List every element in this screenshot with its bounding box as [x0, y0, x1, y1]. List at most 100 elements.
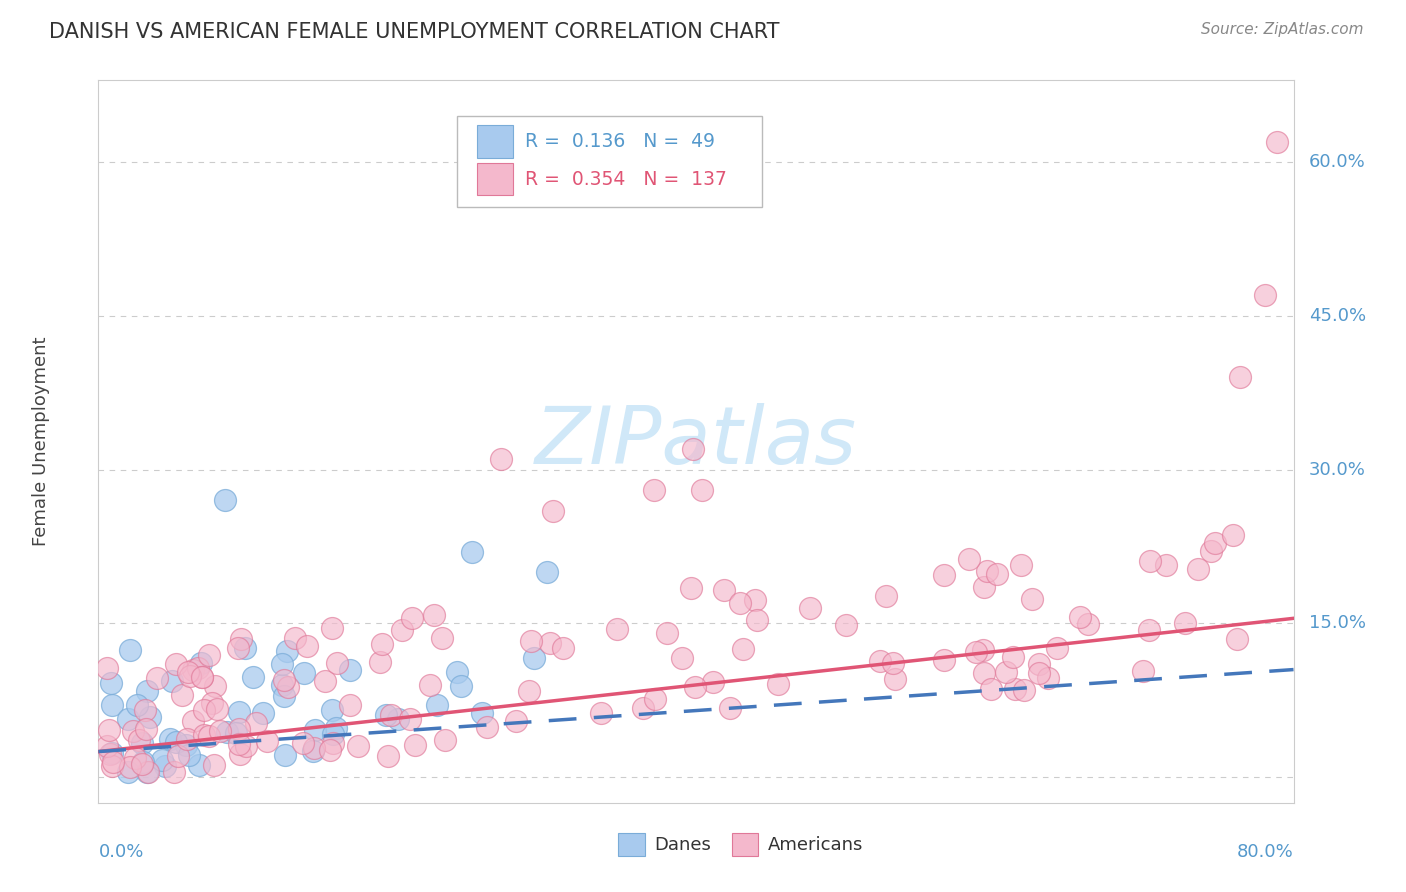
Point [273, 747, 295, 762]
Point [100, 676, 122, 690]
Point [391, 623, 413, 637]
Point [191, 670, 214, 684]
Point [166, 749, 188, 764]
Point [398, 712, 420, 726]
Text: ZIPatlas: ZIPatlas [534, 402, 858, 481]
Point [683, 680, 706, 694]
Point [986, 566, 1008, 581]
Text: DANISH VS AMERICAN FEMALE UNEMPLOYMENT CORRELATION CHART: DANISH VS AMERICAN FEMALE UNEMPLOYMENT C… [49, 22, 780, 42]
Point [165, 735, 187, 749]
Point [869, 654, 891, 668]
Point [321, 703, 343, 717]
Point [671, 651, 693, 665]
Point [434, 732, 457, 747]
Point [377, 749, 399, 764]
Point [197, 648, 219, 662]
Point [980, 682, 1002, 697]
Bar [619, 833, 644, 856]
Point [98, 723, 121, 737]
Point [446, 665, 468, 680]
Point [1174, 616, 1197, 631]
Point [1046, 641, 1069, 656]
Point [193, 727, 215, 741]
Point [882, 656, 904, 670]
Point [994, 665, 1017, 680]
Point [208, 723, 231, 738]
Point [1028, 665, 1050, 680]
Point [187, 661, 209, 675]
Point [489, 452, 512, 467]
Point [214, 493, 236, 508]
Point [201, 696, 224, 710]
Point [380, 707, 402, 722]
Point [426, 698, 449, 713]
Point [1004, 681, 1026, 696]
Point [799, 601, 821, 615]
Point [217, 725, 239, 739]
Point [1038, 671, 1060, 685]
Text: R =  0.354   N =  137: R = 0.354 N = 137 [524, 169, 727, 189]
Text: 0.0%: 0.0% [98, 843, 143, 861]
Point [321, 621, 343, 635]
Text: 80.0%: 80.0% [1237, 843, 1294, 861]
Point [170, 689, 193, 703]
Point [98, 747, 121, 761]
Text: Americans: Americans [768, 836, 863, 854]
Point [291, 736, 314, 750]
Point [728, 596, 751, 610]
Point [131, 736, 153, 750]
Text: R =  0.136   N =  49: R = 0.136 N = 49 [524, 132, 716, 152]
Point [228, 705, 250, 719]
Point [973, 665, 995, 680]
Point [190, 657, 212, 671]
Point [204, 679, 226, 693]
Point [101, 755, 124, 769]
Point [96, 660, 118, 674]
Point [505, 714, 527, 728]
Point [401, 611, 423, 625]
Point [176, 731, 198, 746]
Point [135, 723, 157, 737]
Point [202, 758, 225, 772]
Point [160, 674, 183, 689]
Point [245, 716, 267, 731]
Point [270, 677, 292, 691]
Point [155, 759, 177, 773]
Point [690, 483, 713, 498]
Point [132, 755, 155, 769]
Point [124, 751, 146, 765]
Point [731, 642, 754, 657]
Point [177, 748, 200, 763]
Point [644, 691, 666, 706]
Point [339, 663, 361, 677]
Point [965, 644, 987, 658]
Point [181, 664, 204, 678]
Point [226, 641, 249, 656]
Point [591, 706, 613, 720]
Point [304, 741, 326, 756]
Point [131, 757, 153, 772]
Point [702, 674, 724, 689]
Point [517, 684, 540, 698]
Point [163, 765, 186, 780]
Text: Danes: Danes [654, 836, 711, 854]
Point [191, 670, 214, 684]
Point [1187, 562, 1209, 576]
Text: Source: ZipAtlas.com: Source: ZipAtlas.com [1201, 22, 1364, 37]
Point [766, 677, 789, 691]
Point [150, 753, 173, 767]
Point [235, 739, 257, 754]
Point [159, 732, 181, 747]
Point [229, 632, 252, 646]
Point [284, 631, 307, 645]
Point [520, 633, 543, 648]
Point [1137, 624, 1160, 638]
Point [1021, 592, 1043, 607]
Point [127, 698, 149, 712]
Point [422, 608, 444, 623]
Point [541, 504, 564, 518]
Point [1199, 544, 1222, 558]
Point [181, 714, 204, 728]
Point [193, 703, 215, 717]
Point [477, 720, 499, 734]
